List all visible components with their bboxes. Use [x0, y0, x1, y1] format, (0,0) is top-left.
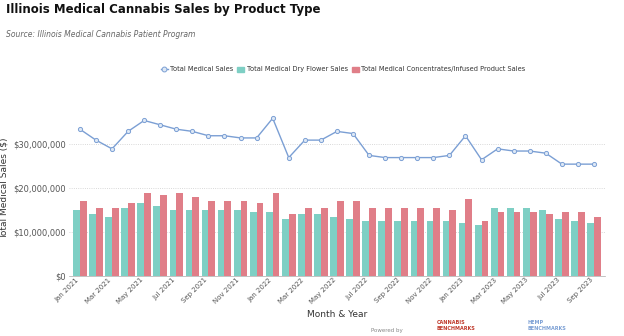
Bar	[298, 214, 305, 276]
Bar	[497, 212, 504, 276]
Bar	[353, 201, 360, 276]
Bar	[314, 214, 321, 276]
Bar	[218, 210, 225, 276]
Bar	[539, 210, 546, 276]
Bar	[449, 210, 456, 276]
Bar	[337, 201, 344, 276]
Text: Powered by: Powered by	[371, 328, 403, 333]
Bar	[256, 204, 263, 276]
Bar	[466, 199, 472, 276]
Text: HEMP
BENCHMARKS: HEMP BENCHMARKS	[527, 320, 566, 331]
Bar	[442, 221, 449, 276]
Bar	[241, 201, 247, 276]
Bar	[546, 214, 553, 276]
Bar	[202, 210, 208, 276]
Bar	[562, 212, 568, 276]
Bar	[225, 201, 232, 276]
Bar	[433, 208, 440, 276]
Text: Source: Illinois Medical Cannabis Patient Program: Source: Illinois Medical Cannabis Patien…	[6, 30, 195, 39]
Bar	[321, 208, 328, 276]
Text: Illinois Medical Cannabis Sales by Product Type: Illinois Medical Cannabis Sales by Produ…	[6, 3, 321, 16]
Bar	[105, 217, 112, 276]
Bar	[475, 225, 482, 276]
Bar	[417, 208, 424, 276]
Bar	[369, 208, 376, 276]
Bar	[154, 206, 160, 276]
Bar	[578, 212, 585, 276]
Bar	[491, 208, 497, 276]
Legend: Total Medical Sales, Total Medical Dry Flower Sales, Total Medical Concentrates/: Total Medical Sales, Total Medical Dry F…	[158, 64, 528, 75]
Bar	[482, 221, 489, 276]
Bar	[571, 221, 578, 276]
Bar	[330, 217, 337, 276]
Bar	[170, 210, 177, 276]
Bar	[587, 223, 594, 276]
Bar	[507, 208, 514, 276]
Bar	[96, 208, 103, 276]
Bar	[250, 212, 256, 276]
Bar	[530, 212, 537, 276]
Bar	[305, 208, 311, 276]
Bar	[73, 210, 80, 276]
Bar	[594, 217, 601, 276]
Bar	[289, 214, 296, 276]
Bar	[346, 219, 353, 276]
Bar	[177, 193, 183, 276]
Bar	[523, 208, 530, 276]
Bar	[411, 221, 417, 276]
Bar	[401, 208, 408, 276]
Bar	[385, 208, 392, 276]
Bar	[427, 221, 433, 276]
Bar	[137, 204, 144, 276]
Bar	[80, 201, 87, 276]
Bar	[514, 212, 520, 276]
Bar	[144, 193, 151, 276]
Bar	[192, 197, 199, 276]
Bar	[128, 204, 135, 276]
Bar	[282, 219, 289, 276]
Bar	[555, 219, 562, 276]
Bar	[266, 212, 273, 276]
Bar	[378, 221, 385, 276]
Bar	[273, 193, 280, 276]
Bar	[363, 221, 369, 276]
Bar	[89, 214, 96, 276]
Bar	[112, 208, 119, 276]
Text: CANNABIS
BENCHMARKS: CANNABIS BENCHMARKS	[437, 320, 475, 331]
Bar	[160, 195, 167, 276]
Bar	[459, 223, 466, 276]
Bar	[208, 201, 215, 276]
Bar	[121, 208, 128, 276]
Bar	[234, 210, 241, 276]
X-axis label: Month & Year: Month & Year	[307, 310, 367, 319]
Bar	[185, 210, 192, 276]
Bar	[394, 221, 401, 276]
Y-axis label: Total Medical Sales ($): Total Medical Sales ($)	[0, 137, 9, 239]
